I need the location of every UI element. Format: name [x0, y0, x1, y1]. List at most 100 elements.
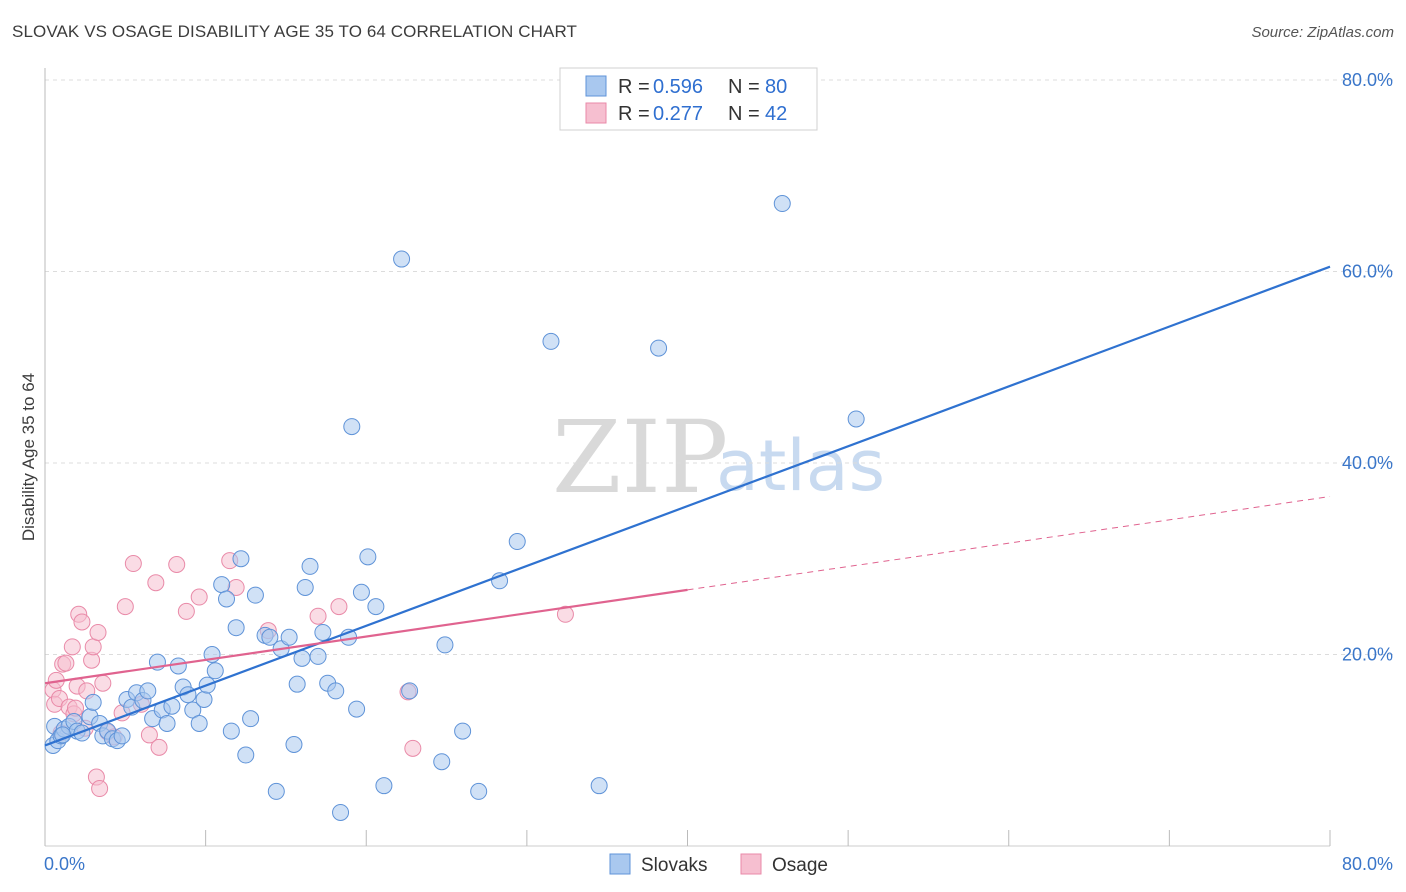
- x-tick-label-min: 0.0%: [44, 854, 85, 874]
- slovaks-point-73: [508, 533, 526, 551]
- osage-point-33: [190, 588, 208, 606]
- slovaks-point-49: [285, 736, 303, 754]
- slovaks-point-52: [296, 578, 314, 596]
- slovaks-point-38: [222, 722, 240, 740]
- series-legend: Slovaks Osage: [609, 853, 828, 876]
- slovaks-point-75: [590, 777, 608, 795]
- slovaks-point-71: [470, 782, 488, 800]
- slovaks-point-40: [232, 550, 250, 568]
- watermark-zip: ZIP: [552, 399, 728, 516]
- slovaks-point-41: [237, 746, 255, 764]
- bottom-legend-swatch-slovaks: [609, 853, 631, 875]
- osage-point-37: [309, 607, 327, 625]
- slovaks-point-76: [650, 339, 668, 357]
- legend-r-label-osage: R =: [618, 103, 650, 125]
- osage-trend-line: [44, 588, 688, 685]
- slovaks-point-27: [169, 657, 187, 675]
- y-tick-label-20: 20.0%: [1342, 645, 1393, 665]
- slovaks-point-57: [327, 682, 345, 700]
- slovaks-point-68: [433, 753, 451, 771]
- legend-n-label-osage: N =: [728, 103, 760, 125]
- stats-legend: R = 0.596 N = 80 R = 0.277 N = 42: [559, 67, 818, 131]
- y-tick-label-80: 80.0%: [1342, 70, 1393, 90]
- slovaks-point-60: [343, 418, 361, 436]
- slovaks-point-8: [73, 724, 91, 742]
- slovaks-point-25: [158, 714, 176, 732]
- osage-point-26: [124, 555, 142, 573]
- y-tick-label-60: 60.0%: [1342, 262, 1393, 282]
- watermark-atlas: atlas: [716, 425, 885, 507]
- osage-point-19: [89, 623, 107, 641]
- osage-point-20: [91, 780, 109, 798]
- slovaks-point-43: [246, 586, 264, 604]
- slovaks-point-58: [332, 803, 350, 821]
- slovaks-point-64: [367, 598, 385, 616]
- slovaks-point-39: [227, 619, 245, 637]
- osage-point-6: [57, 654, 75, 672]
- slovaks-point-54: [309, 647, 327, 665]
- slovaks-point-16: [113, 727, 131, 745]
- slovaks-point-32: [195, 691, 213, 709]
- legend-n-label-slovaks: N =: [728, 76, 760, 98]
- slovaks-point-53: [301, 557, 319, 575]
- trend-lines: [44, 265, 1331, 747]
- slovaks-point-78: [847, 410, 865, 428]
- source-label: Source: ZipAtlas.com: [1251, 24, 1394, 41]
- osage-point-8: [63, 638, 81, 656]
- slovaks-point-50: [288, 675, 306, 693]
- legend-swatch-slovaks: [585, 75, 607, 97]
- osage-point-38: [330, 598, 348, 616]
- x-axis-ticks: [44, 830, 1331, 846]
- slovaks-point-66: [393, 250, 411, 268]
- slovaks-point-48: [280, 628, 298, 646]
- legend-r-label-slovaks: R =: [618, 76, 650, 98]
- y-tick-labels: 20.0% 40.0% 60.0% 80.0%: [1342, 70, 1393, 665]
- y-tick-label-40: 40.0%: [1342, 453, 1393, 473]
- legend-n-value-osage: 42: [765, 103, 787, 125]
- osage-point-25: [116, 598, 134, 616]
- osage-point-17: [84, 638, 102, 656]
- slovaks-point-62: [352, 583, 370, 601]
- slovaks-point-63: [359, 548, 377, 566]
- slovaks-point-55: [314, 623, 332, 641]
- chart-title: SLOVAK VS OSAGE DISABILITY AGE 35 TO 64 …: [12, 22, 578, 41]
- legend-r-value-osage: 0.277: [653, 103, 703, 125]
- slovaks-point-67: [401, 682, 419, 700]
- slovaks-point-69: [436, 636, 454, 654]
- osage-point-30: [150, 738, 168, 756]
- slovaks-point-46: [267, 782, 285, 800]
- legend-r-value-slovaks: 0.596: [653, 76, 703, 98]
- osage-point-21: [94, 674, 112, 692]
- legend-swatch-osage: [585, 102, 607, 124]
- osage-point-41: [556, 605, 574, 623]
- y-axis-label: Disability Age 35 to 64: [19, 373, 38, 541]
- slovaks-point-45: [261, 628, 279, 646]
- slovaks-point-36: [213, 576, 231, 594]
- bottom-legend-swatch-osage: [740, 853, 762, 875]
- slovaks-point-35: [206, 662, 224, 680]
- osage-point-29: [147, 574, 165, 592]
- x-tick-label-max: 80.0%: [1342, 854, 1393, 874]
- slovaks-point-37: [218, 590, 236, 608]
- slovaks-points: [44, 195, 865, 821]
- bottom-legend-label-slovaks: Slovaks: [641, 855, 708, 876]
- osage-point-32: [177, 602, 195, 620]
- slovaks-point-42: [242, 710, 260, 728]
- slovaks-point-31: [190, 714, 208, 732]
- slovaks-point-70: [454, 722, 472, 740]
- slovaks-point-10: [84, 693, 102, 711]
- bottom-legend-label-osage: Osage: [772, 855, 828, 876]
- slovaks-point-77: [773, 195, 791, 213]
- osage-trend-line-extension: [687, 496, 1331, 591]
- osage-point-13: [73, 613, 91, 631]
- slovaks-point-65: [375, 777, 393, 795]
- legend-n-value-slovaks: 80: [765, 76, 787, 98]
- osage-point-40: [404, 739, 422, 757]
- watermark: ZIP atlas: [552, 399, 885, 516]
- gridlines: [45, 79, 1393, 655]
- slovaks-point-74: [542, 332, 560, 350]
- slovaks-point-61: [348, 700, 366, 718]
- osage-point-28: [140, 726, 158, 744]
- slovaks-point-21: [139, 682, 157, 700]
